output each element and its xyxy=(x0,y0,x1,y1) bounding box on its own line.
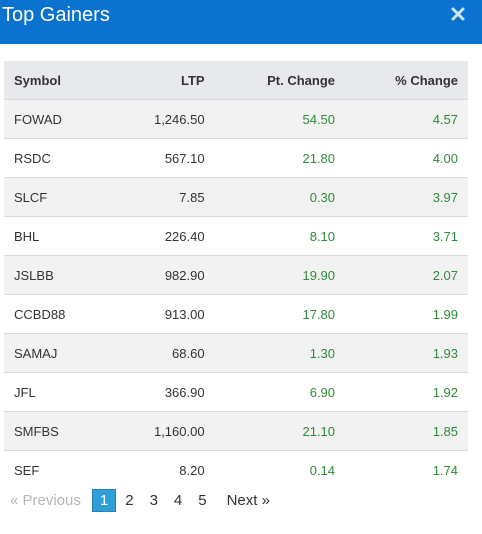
cell-ltp: 567.10 xyxy=(109,138,215,178)
page-1-button[interactable]: 1 xyxy=(91,488,117,512)
table-row[interactable]: JFL 366.90 6.90 1.92 xyxy=(4,372,468,412)
cell-ltp: 1,246.50 xyxy=(109,99,215,139)
cell-ltp: 982.90 xyxy=(109,255,215,295)
cell-symbol: CCBD88 xyxy=(4,294,110,334)
close-icon xyxy=(451,7,465,21)
cell-symbol: JSLBB xyxy=(4,255,110,295)
cell-symbol: JFL xyxy=(4,372,110,412)
table-row[interactable]: CCBD88 913.00 17.80 1.99 xyxy=(4,294,468,334)
cell-pt-change: 21.10 xyxy=(214,411,346,451)
cell-symbol: BHL xyxy=(4,216,110,256)
cell-ltp: 1,160.00 xyxy=(109,411,215,451)
table-row[interactable]: SEF 8.20 0.14 1.74 xyxy=(4,450,468,489)
page-2-button[interactable]: 2 xyxy=(125,491,134,509)
header-pt-change[interactable]: Pt. Change xyxy=(267,72,336,88)
close-button[interactable] xyxy=(450,6,470,26)
next-button[interactable]: Next » xyxy=(226,491,270,509)
cell-pct-change: 3.97 xyxy=(345,177,468,217)
header-ltp[interactable]: LTP xyxy=(180,72,205,88)
cell-pct-change: 1.74 xyxy=(345,450,468,489)
cell-ltp: 8.20 xyxy=(109,450,215,489)
cell-ltp: 366.90 xyxy=(109,372,215,412)
cell-pct-change: 1.93 xyxy=(345,333,468,373)
header-pct-change[interactable]: % Change xyxy=(395,72,458,88)
cell-pct-change: 1.99 xyxy=(345,294,468,334)
cell-ltp: 7.85 xyxy=(109,177,215,217)
modal-header: Top Gainers xyxy=(0,0,482,44)
page-5-button[interactable]: 5 xyxy=(198,491,207,509)
cell-pt-change: 0.30 xyxy=(214,177,346,217)
cell-ltp: 226.40 xyxy=(109,216,215,256)
gainers-table: Symbol LTP Pt. Change % Change FOWAD 1,24… xyxy=(4,61,468,489)
page-4-button[interactable]: 4 xyxy=(173,491,183,509)
cell-ltp: 68.60 xyxy=(109,333,215,373)
cell-pct-change: 4.00 xyxy=(345,138,468,178)
page-3-button[interactable]: 3 xyxy=(149,491,158,509)
cell-pt-change: 19.90 xyxy=(214,255,346,295)
table-row[interactable]: SMFBS 1,160.00 21.10 1.85 xyxy=(4,411,468,451)
header-symbol[interactable]: Symbol xyxy=(14,72,61,88)
cell-pt-change: 8.10 xyxy=(214,216,346,256)
cell-pct-change: 2.07 xyxy=(345,255,468,295)
cell-pt-change: 54.50 xyxy=(214,99,346,139)
table-row[interactable]: SLCF 7.85 0.30 3.97 xyxy=(4,177,468,217)
cell-pct-change: 1.92 xyxy=(345,372,468,412)
table-row[interactable]: RSDC 567.10 21.80 4.00 xyxy=(4,138,468,178)
modal-title: Top Gainers xyxy=(2,4,110,26)
cell-symbol: RSDC xyxy=(4,138,110,178)
cell-ltp: 913.00 xyxy=(109,294,215,334)
table-row[interactable]: SAMAJ 68.60 1.30 1.93 xyxy=(4,333,468,373)
cell-symbol: SLCF xyxy=(4,177,110,217)
cell-pt-change: 1.30 xyxy=(214,333,346,373)
table-row[interactable]: FOWAD 1,246.50 54.50 4.57 xyxy=(4,99,468,139)
table-row[interactable]: BHL 226.40 8.10 3.71 xyxy=(4,216,468,256)
table-row[interactable]: JSLBB 982.90 19.90 2.07 xyxy=(4,255,468,295)
previous-button[interactable]: « Previous xyxy=(10,491,81,509)
cell-symbol: SAMAJ xyxy=(4,333,110,373)
cell-pct-change: 3.71 xyxy=(345,216,468,256)
cell-pct-change: 1.85 xyxy=(345,411,468,451)
cell-pt-change: 21.80 xyxy=(214,138,346,178)
cell-pt-change: 6.90 xyxy=(214,372,346,412)
pagination: « Previous 1 2 3 4 5 Next » xyxy=(10,488,270,512)
cell-pt-change: 0.14 xyxy=(214,450,346,489)
table-header-row: Symbol LTP Pt. Change % Change xyxy=(4,61,468,100)
cell-pct-change: 4.57 xyxy=(345,99,468,139)
cell-symbol: SMFBS xyxy=(4,411,110,451)
cell-pt-change: 17.80 xyxy=(214,294,346,334)
cell-symbol: SEF xyxy=(4,450,110,489)
cell-symbol: FOWAD xyxy=(4,99,110,139)
